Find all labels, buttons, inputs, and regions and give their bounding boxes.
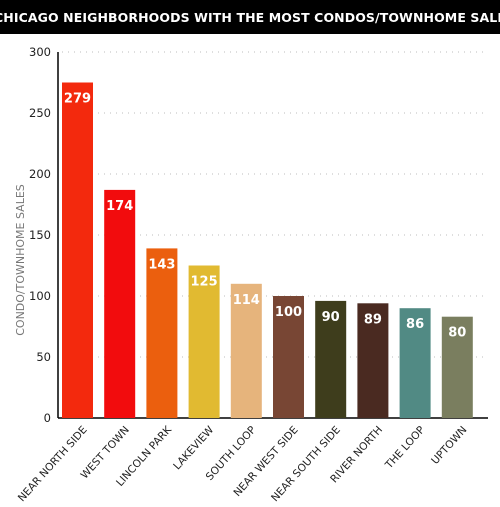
data-labels: 279 174 143 125 114 100 90 89 86 80: [64, 92, 466, 341]
bars: [62, 82, 473, 418]
data-label: 174: [106, 199, 133, 214]
x-tick-label: NEAR NORTH SIDE: [16, 424, 90, 504]
y-tick-label: 100: [29, 289, 51, 303]
y-tick-label: 0: [44, 411, 51, 425]
data-label: 279: [64, 92, 91, 107]
data-label: 125: [191, 275, 218, 290]
bar: [399, 308, 431, 418]
bar: [273, 296, 304, 418]
bar: [188, 265, 220, 418]
bar: [104, 189, 136, 418]
y-tick-label: 150: [29, 228, 51, 242]
chart-title: CHICAGO NEIGHBORHOODS WITH THE MOST COND…: [0, 9, 500, 25]
title-bar: CHICAGO NEIGHBORHOODS WITH THE MOST COND…: [0, 0, 500, 34]
data-label: 89: [364, 312, 382, 327]
data-label: 143: [148, 257, 175, 272]
bar: [230, 283, 262, 418]
y-tick-label: 300: [29, 45, 51, 59]
data-label: 100: [275, 305, 302, 320]
y-tick-label: 50: [36, 350, 51, 364]
bar: [62, 82, 93, 418]
bar: [146, 248, 178, 418]
x-tick-label: LAKEVIEW: [171, 424, 217, 473]
data-label: 86: [406, 317, 424, 332]
y-axis-label: CONDO/TOWNHOME SALES: [14, 184, 27, 336]
y-tick-label: 200: [29, 167, 51, 181]
bar: [357, 303, 389, 418]
x-tick-label: THE LOOP: [383, 424, 428, 472]
bar: [315, 300, 347, 418]
x-tick-label: UPTOWN: [429, 424, 469, 467]
y-tick-label: 250: [29, 106, 51, 120]
data-label: 90: [322, 310, 340, 325]
data-label: 80: [448, 326, 466, 341]
bar: [441, 316, 473, 418]
data-label: 114: [233, 293, 260, 308]
